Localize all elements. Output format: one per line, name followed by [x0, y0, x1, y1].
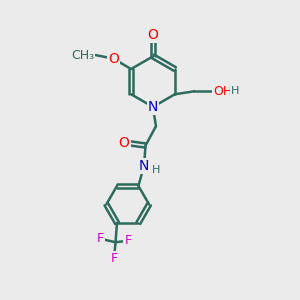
Text: H: H — [231, 86, 239, 96]
Text: OH: OH — [213, 85, 232, 98]
Text: N: N — [139, 159, 149, 173]
Text: N: N — [148, 100, 158, 114]
Text: F: F — [124, 234, 132, 247]
Text: H: H — [152, 165, 161, 175]
Text: F: F — [110, 252, 118, 265]
Text: O: O — [119, 136, 130, 150]
Text: CH₃: CH₃ — [71, 49, 94, 62]
Text: O: O — [148, 28, 158, 42]
Text: F: F — [97, 232, 104, 245]
Text: O: O — [108, 52, 119, 66]
